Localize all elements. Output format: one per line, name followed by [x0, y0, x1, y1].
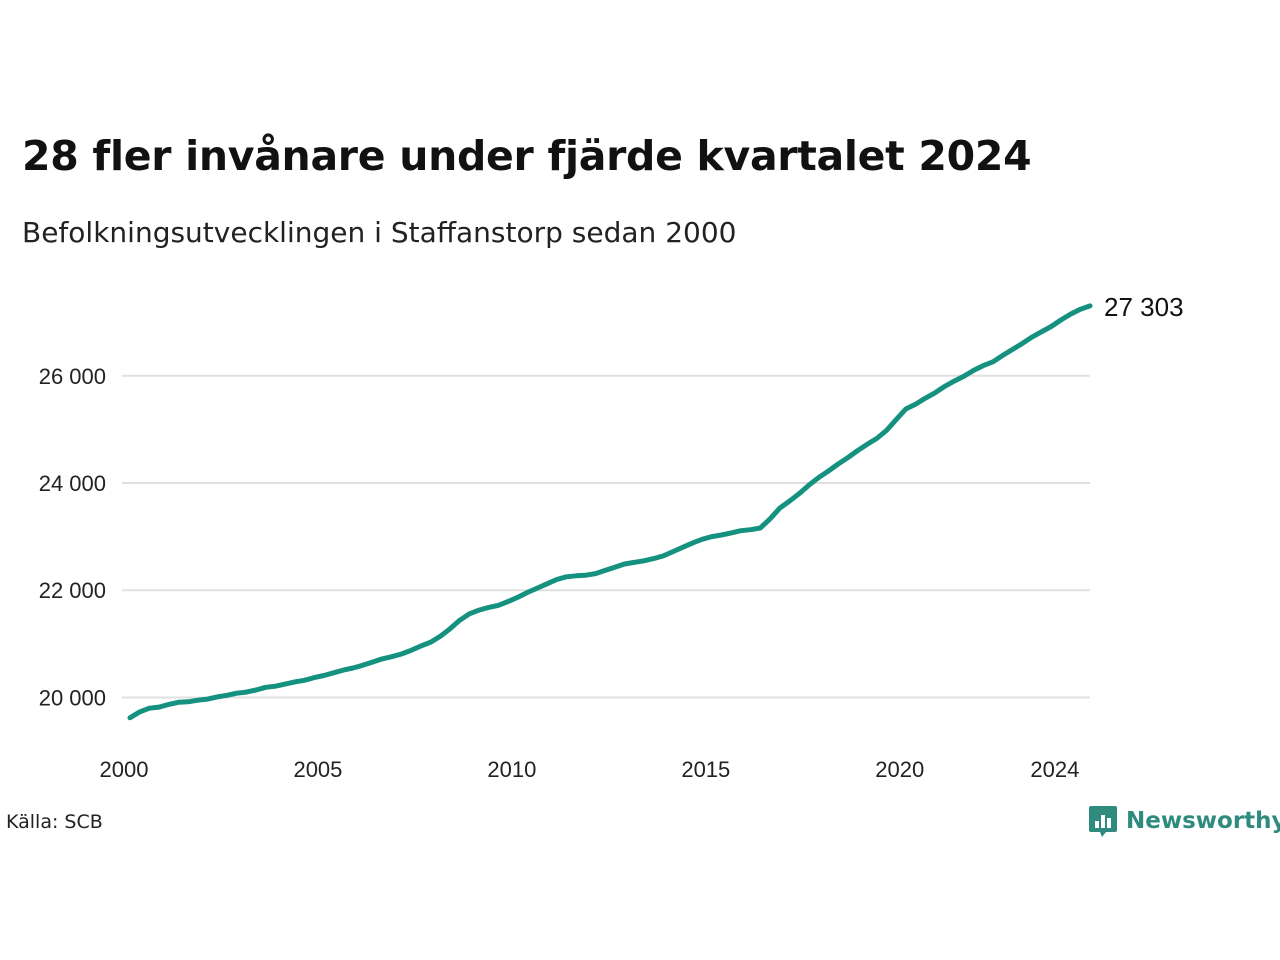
population-series-line [127, 303, 1093, 721]
x-tick-label: 2024 [1030, 757, 1079, 782]
brand-name: Newsworthy [1126, 808, 1280, 834]
end-value-label: 27 303 [1104, 292, 1184, 322]
x-tick-label: 2000 [100, 757, 149, 782]
y-tick-label: 20 000 [39, 685, 106, 710]
y-tick-label: 24 000 [39, 471, 106, 496]
chart-subtitle: Befolkningsutvecklingen i Staffanstorp s… [22, 216, 737, 249]
y-axis-ticks: 20 000 22 000 24 000 26 000 [39, 364, 106, 711]
x-tick-label: 2015 [681, 757, 730, 782]
line-chart: 20 000 22 000 24 000 26 000 2000 2005 2010 201… [39, 292, 1184, 782]
bar-chart-speech-bubble-icon [1089, 806, 1117, 837]
y-tick-label: 26 000 [39, 364, 106, 389]
brand-logo: Newsworthy [1088, 804, 1280, 838]
x-tick-label: 2020 [875, 757, 924, 782]
chart-title: 28 fler invånare under fjärde kvartalet … [22, 132, 1032, 180]
grid-lines [122, 374, 1090, 699]
x-tick-label: 2010 [487, 757, 536, 782]
source-label: Källa: SCB [6, 811, 103, 833]
x-axis-ticks: 2000 2005 2010 2015 2020 2024 [100, 757, 1080, 782]
y-tick-label: 22 000 [39, 578, 106, 603]
x-tick-label: 2005 [293, 757, 342, 782]
